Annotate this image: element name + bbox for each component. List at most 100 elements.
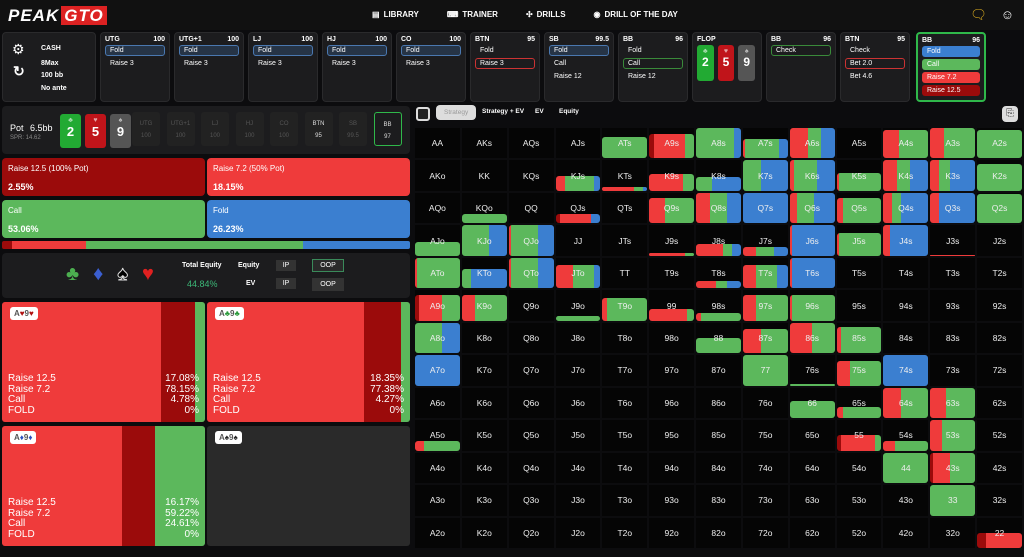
seat-sb[interactable]: SB 99.5: [339, 112, 367, 146]
hand-cell[interactable]: 98s: [696, 290, 741, 321]
hand-cell[interactable]: Q3s: [930, 192, 976, 224]
hand-cell[interactable]: K2s: [977, 160, 1022, 191]
action-node-lj[interactable]: LJ 100 Fold Raise 3: [248, 32, 318, 102]
hand-cell[interactable]: 52s: [977, 420, 1022, 451]
hand-cell[interactable]: K6s: [789, 160, 835, 191]
hand-cell[interactable]: 97s: [742, 290, 788, 321]
hand-cell[interactable]: J9o: [555, 290, 601, 321]
hand-cell[interactable]: 44: [883, 452, 929, 484]
seat-utg+1[interactable]: UTG+1 100: [166, 112, 195, 146]
hand-cell[interactable]: K2o: [461, 517, 507, 548]
hand-cell[interactable]: T7s: [742, 257, 788, 289]
suit-filter-icon[interactable]: ♣: [66, 263, 80, 285]
chat-icon[interactable]: 🗨: [970, 7, 987, 22]
action-option-fold[interactable]: Fold: [401, 45, 461, 56]
action-option-raise-3[interactable]: Raise 3: [184, 60, 208, 67]
hand-cell[interactable]: Q6s: [789, 192, 835, 224]
hand-cell[interactable]: A2o: [415, 517, 460, 548]
hand-cell[interactable]: 43o: [883, 485, 929, 516]
hand-cell[interactable]: A7s: [742, 128, 788, 159]
action-option-raise-12[interactable]: Raise 12: [554, 73, 582, 80]
tab-strategy-ev[interactable]: Strategy + EV: [482, 108, 525, 115]
hand-cell[interactable]: ATs: [602, 128, 648, 159]
action-node-flop[interactable]: FLOP ♣ 2 ♥ 5 ♠ 9: [692, 32, 762, 102]
hand-cell[interactable]: Q5s: [836, 192, 882, 224]
seat-lj[interactable]: LJ 100: [201, 112, 229, 146]
hand-cell[interactable]: 64o: [789, 452, 835, 484]
hand-cell[interactable]: T6o: [602, 387, 648, 419]
suit-filter-icon[interactable]: ♦: [93, 263, 104, 285]
ev-ip-toggle[interactable]: IP: [276, 278, 296, 289]
hand-cell[interactable]: K7o: [461, 355, 507, 386]
hand-cell[interactable]: 32o: [930, 517, 976, 548]
hand-cell[interactable]: 96o: [649, 387, 695, 419]
hand-cell[interactable]: A5o: [415, 420, 460, 451]
hand-cell[interactable]: 88: [696, 322, 741, 354]
hand-cell[interactable]: 53o: [836, 485, 882, 516]
hand-cell[interactable]: 74s: [883, 355, 929, 386]
hand-cell[interactable]: J6s: [789, 225, 835, 256]
action-node-co[interactable]: CO 100 Fold Raise 3: [396, 32, 466, 102]
hand-cell[interactable]: 75o: [742, 420, 788, 451]
action-option-fold[interactable]: Fold: [628, 47, 642, 54]
hand-cell[interactable]: Q8o: [508, 322, 554, 354]
nav-trainer[interactable]: ⌨ TRAINER: [447, 10, 498, 19]
hand-cell[interactable]: 53s: [930, 420, 976, 451]
hand-cell[interactable]: 72o: [742, 517, 788, 548]
hand-cell[interactable]: 85s: [836, 322, 882, 354]
hand-cell[interactable]: 72s: [977, 355, 1022, 386]
hand-cell[interactable]: 99: [649, 290, 695, 321]
hand-cell[interactable]: 94o: [649, 452, 695, 484]
action-summary-raise-1[interactable]: Raise 7.2 (50% Pot) 18.15%: [207, 158, 410, 196]
hand-cell[interactable]: K4o: [461, 452, 507, 484]
action-option-fold[interactable]: Fold: [480, 47, 494, 54]
hand-cell[interactable]: 75s: [836, 355, 882, 386]
action-option-fold[interactable]: Fold: [549, 45, 609, 56]
hand-cell[interactable]: QJo: [508, 225, 554, 256]
hand-cell[interactable]: AJs: [555, 128, 601, 159]
hand-cell[interactable]: 95o: [649, 420, 695, 451]
hand-cell[interactable]: A9s: [649, 128, 695, 159]
action-summary-call-2[interactable]: Call 53.06%: [2, 200, 205, 238]
hand-cell[interactable]: A6o: [415, 387, 460, 419]
hand-cell[interactable]: J3s: [930, 225, 976, 256]
hand-cell[interactable]: 94s: [883, 290, 929, 321]
hand-cell[interactable]: Q7o: [508, 355, 554, 386]
hand-cell[interactable]: A2s: [977, 128, 1022, 159]
action-option-check[interactable]: Check: [771, 45, 831, 56]
hand-cell[interactable]: J7o: [555, 355, 601, 386]
hand-cell[interactable]: 42s: [977, 452, 1022, 484]
action-option-raise-3[interactable]: Raise 3: [406, 60, 430, 67]
nav-drill-of-the-day[interactable]: ◉ DRILL OF THE DAY: [594, 10, 678, 19]
hand-cell[interactable]: Q3o: [508, 485, 554, 516]
hand-cell[interactable]: 54o: [836, 452, 882, 484]
equity-oop-toggle[interactable]: OOP: [312, 259, 344, 272]
equity-ip-toggle[interactable]: IP: [276, 260, 296, 271]
hand-cell[interactable]: QJs: [555, 192, 601, 224]
hand-cell[interactable]: 83o: [696, 485, 741, 516]
hand-cell[interactable]: AJo: [415, 225, 460, 256]
hand-cell[interactable]: T8s: [696, 257, 741, 289]
hand-cell[interactable]: AQo: [415, 192, 460, 224]
action-summary-fold-3[interactable]: Fold 26.23%: [207, 200, 410, 238]
hand-cell[interactable]: T4o: [602, 452, 648, 484]
action-option-raise-3[interactable]: Raise 3: [475, 58, 535, 69]
hand-cell[interactable]: 83s: [930, 322, 976, 354]
action-option-bet-2-0[interactable]: Bet 2.0: [845, 58, 905, 69]
action-option-fold[interactable]: Fold: [105, 45, 165, 56]
hand-cell[interactable]: K6o: [461, 387, 507, 419]
hand-cell[interactable]: 86s: [789, 322, 835, 354]
nav-library[interactable]: ▤ LIBRARY: [372, 10, 419, 19]
action-option-raise-12[interactable]: Raise 12: [628, 73, 656, 80]
seat-co[interactable]: CO 100: [270, 112, 298, 146]
hand-cell[interactable]: 96s: [789, 290, 835, 321]
hand-cell[interactable]: QTo: [508, 257, 554, 289]
hand-cell[interactable]: 84o: [696, 452, 741, 484]
hand-cell[interactable]: 74o: [742, 452, 788, 484]
action-option-raise-12-5[interactable]: Raise 12.5: [922, 85, 980, 96]
hand-cell[interactable]: T7o: [602, 355, 648, 386]
seat-bb[interactable]: BB 97: [373, 112, 402, 146]
hand-cell[interactable]: 87s: [742, 322, 788, 354]
seat-hj[interactable]: HJ 100: [235, 112, 264, 146]
hand-cell[interactable]: QQ: [508, 192, 554, 224]
